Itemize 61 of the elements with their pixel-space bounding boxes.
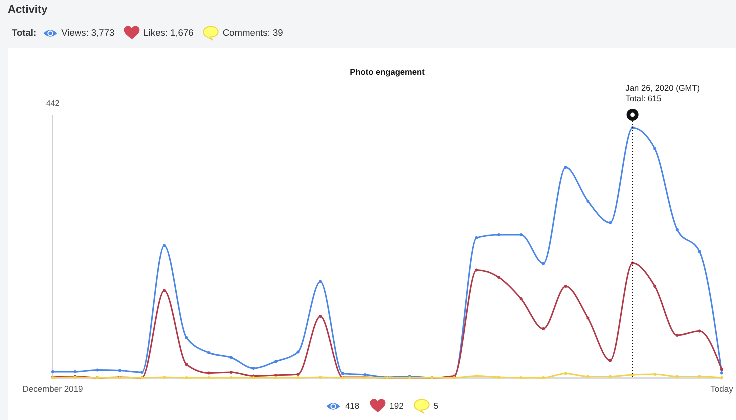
point — [698, 250, 702, 254]
text: Jan 26, 2020 (GMT) — [626, 83, 700, 93]
point — [586, 316, 590, 320]
point — [96, 368, 100, 372]
point — [720, 376, 724, 380]
point — [564, 166, 568, 169]
point — [542, 262, 546, 266]
point — [720, 372, 724, 375]
point — [475, 268, 478, 272]
point — [185, 363, 188, 366]
point — [163, 244, 166, 248]
point — [609, 359, 612, 362]
text: Comments: 39 — [222, 28, 284, 38]
point — [208, 372, 211, 375]
point — [296, 376, 300, 380]
text: Activity — [8, 4, 48, 17]
point — [296, 350, 300, 354]
point — [564, 372, 568, 376]
text: Views: 3,773 — [62, 28, 115, 38]
point — [520, 298, 523, 300]
point — [676, 375, 679, 378]
point — [185, 376, 188, 380]
point — [208, 352, 211, 354]
point — [564, 285, 568, 288]
point — [520, 234, 523, 236]
point — [720, 368, 724, 372]
point — [654, 148, 657, 150]
text: 442 — [46, 99, 60, 108]
point — [296, 373, 300, 376]
text: Total: — [12, 28, 37, 38]
x-tick-label: Today — [710, 384, 734, 394]
point — [676, 334, 679, 337]
point — [163, 289, 166, 292]
point — [698, 375, 702, 378]
point — [274, 360, 278, 364]
text: 5 — [434, 401, 439, 411]
point — [520, 376, 523, 380]
text: 192 — [390, 401, 404, 411]
point — [341, 372, 344, 376]
point — [118, 369, 122, 372]
point — [698, 330, 702, 333]
chart-title: Photo engagement — [350, 67, 426, 77]
text: 418 — [345, 401, 360, 411]
text: Likes: 1,676 — [144, 28, 194, 38]
x-tick-label: December 2019 — [22, 384, 84, 394]
point — [319, 280, 322, 284]
point — [74, 370, 77, 374]
point — [475, 374, 478, 378]
point — [609, 375, 612, 378]
point — [475, 236, 478, 240]
point — [52, 370, 54, 374]
text: Total: 615 — [626, 94, 662, 104]
point — [140, 371, 144, 374]
point — [586, 375, 590, 378]
point — [676, 228, 679, 232]
point — [542, 328, 546, 330]
point — [319, 315, 322, 318]
point — [654, 285, 657, 288]
point — [586, 200, 590, 203]
point — [185, 336, 188, 340]
point — [230, 356, 233, 360]
